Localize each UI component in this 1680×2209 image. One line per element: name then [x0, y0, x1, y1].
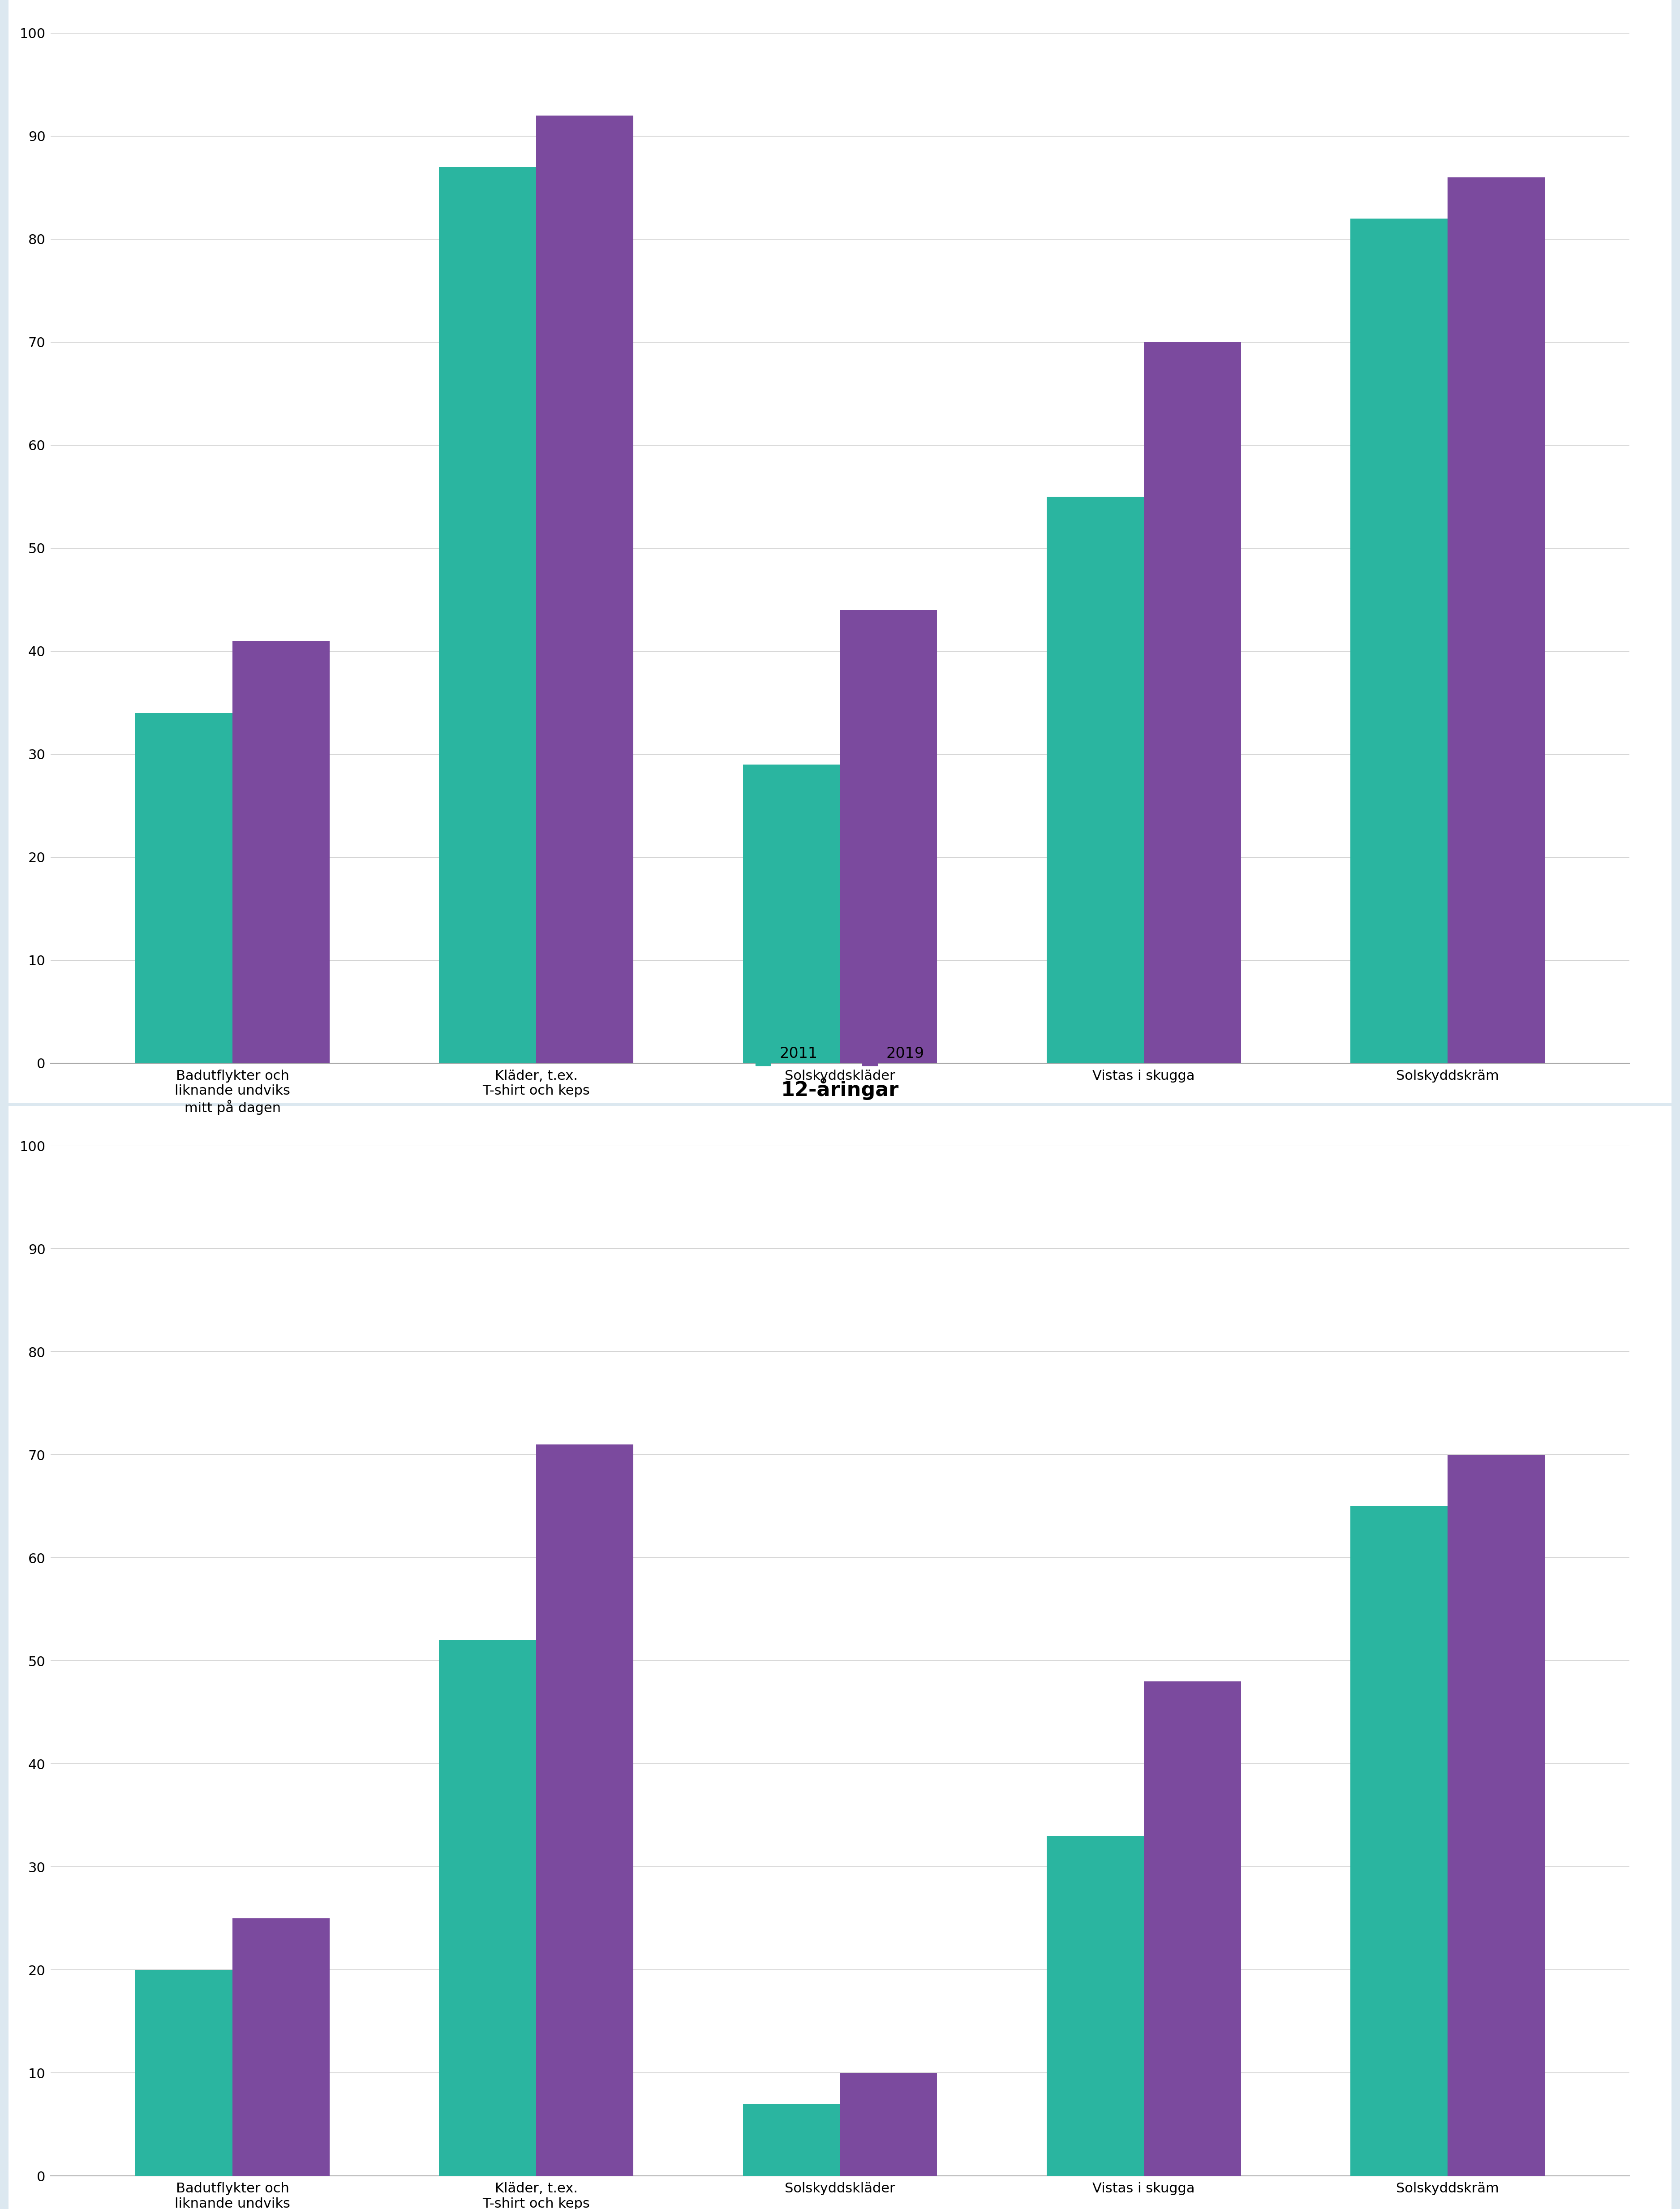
Bar [1448, 1456, 1544, 2176]
Bar [1144, 342, 1242, 1063]
Title: 12-åringar: 12-åringar [781, 1078, 899, 1100]
Bar [1351, 219, 1448, 1063]
Bar [1144, 1681, 1242, 2176]
Bar [536, 1445, 633, 2176]
Bar [840, 2072, 937, 2176]
Bar [1351, 1507, 1448, 2176]
Bar [232, 1917, 329, 2176]
Bar [743, 2103, 840, 2176]
Bar [136, 1970, 232, 2176]
Bar [438, 168, 536, 1063]
Bar [743, 764, 840, 1063]
Bar [840, 610, 937, 1063]
Bar [536, 115, 633, 1063]
Bar [438, 1639, 536, 2176]
Legend: 2011, 2019: 2011, 2019 [749, 1034, 931, 1071]
Bar [1047, 1836, 1144, 2176]
Bar [1448, 177, 1544, 1063]
Bar [232, 641, 329, 1063]
Bar [1047, 497, 1144, 1063]
Bar [136, 714, 232, 1063]
